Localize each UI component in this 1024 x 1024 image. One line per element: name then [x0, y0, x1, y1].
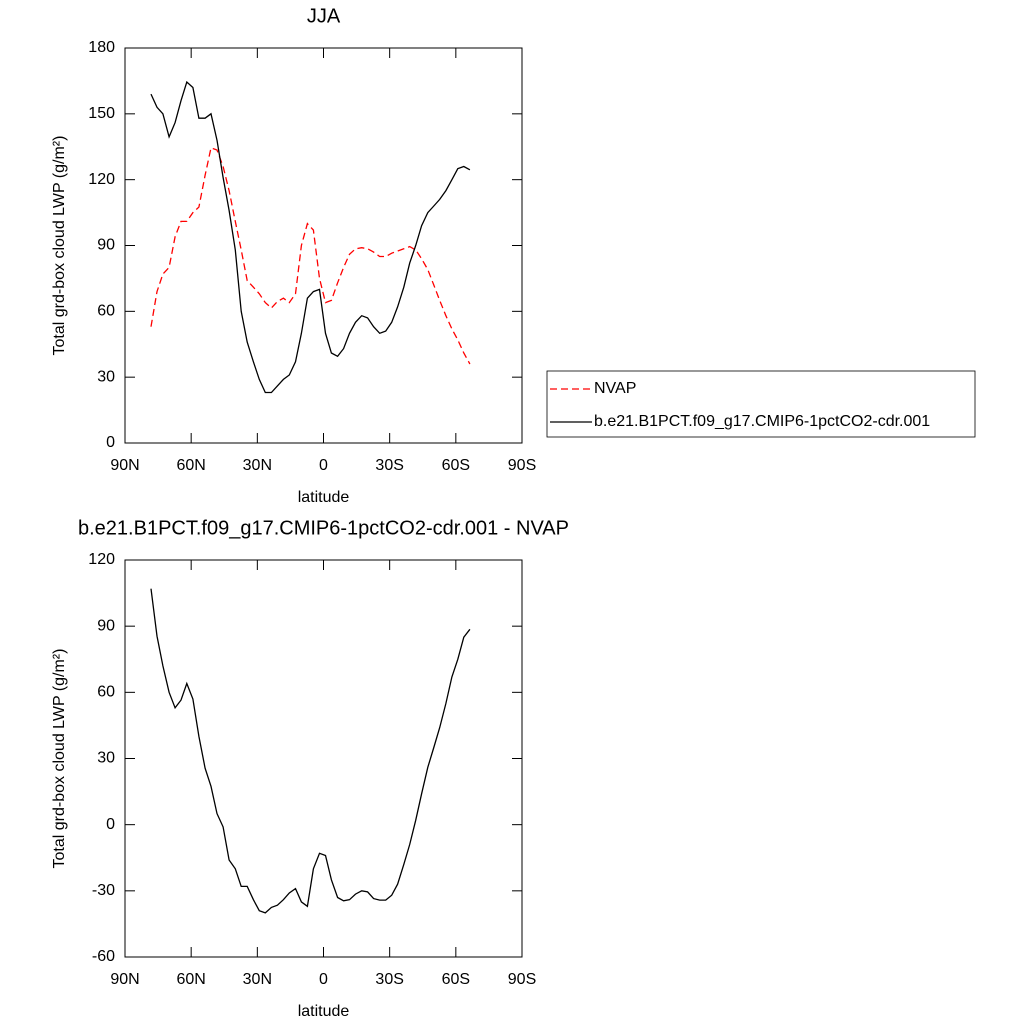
x-axis-label: latitude [298, 1003, 350, 1020]
y-tick-label: 150 [88, 105, 115, 122]
x-tick-label: 60N [176, 457, 205, 474]
x-tick-label: 0 [319, 457, 328, 474]
y-tick-label: 60 [97, 303, 115, 320]
x-tick-label: 90N [110, 971, 139, 988]
y-tick-label: 0 [106, 816, 115, 833]
y-tick-label: 60 [97, 684, 115, 701]
legend-label: b.e21.B1PCT.f09_g17.CMIP6-1pctCO2-cdr.00… [594, 413, 930, 430]
x-tick-label: 60S [442, 457, 470, 474]
y-tick-label: 30 [97, 368, 115, 385]
x-tick-label: 30S [375, 971, 403, 988]
y-tick-label: 120 [88, 551, 115, 568]
x-tick-label: 90S [508, 457, 536, 474]
legend-box [546, 370, 976, 438]
x-tick-label: 60N [176, 971, 205, 988]
x-tick-label: 0 [319, 971, 328, 988]
y-tick-label: 180 [88, 39, 115, 56]
data-line [150, 588, 471, 914]
y-axis-label: Total grd-box cloud LWP (g/m²) [51, 649, 68, 869]
legend: NVAP b.e21.B1PCT.f09_g17.CMIP6-1pctCO2-cd… [546, 370, 976, 438]
y-tick-label: 30 [97, 750, 115, 767]
x-tick-label: 30S [375, 457, 403, 474]
plot-frame [124, 47, 523, 444]
y-axis-label: Total grd-box cloud LWP (g/m²) [51, 136, 68, 356]
chart-title: JJA [307, 5, 341, 27]
y-tick-label: 90 [97, 237, 115, 254]
x-axis-label: latitude [298, 489, 350, 506]
chart-title: b.e21.B1PCT.f09_g17.CMIP6-1pctCO2-cdr.00… [78, 517, 569, 539]
x-tick-label: 30N [243, 457, 272, 474]
legend-label: NVAP [594, 380, 636, 397]
x-tick-label: 60S [442, 971, 470, 988]
y-tick-label: -60 [92, 948, 115, 965]
y-tick-label: -30 [92, 882, 115, 899]
data-line [150, 80, 471, 394]
y-tick-label: 90 [97, 617, 115, 634]
y-tick-label: 120 [88, 171, 115, 188]
y-tick-label: 0 [106, 434, 115, 451]
x-tick-label: 30N [243, 971, 272, 988]
x-tick-label: 90N [110, 457, 139, 474]
x-tick-label: 90S [508, 971, 536, 988]
plot-frame [124, 559, 523, 958]
data-line [150, 146, 471, 365]
